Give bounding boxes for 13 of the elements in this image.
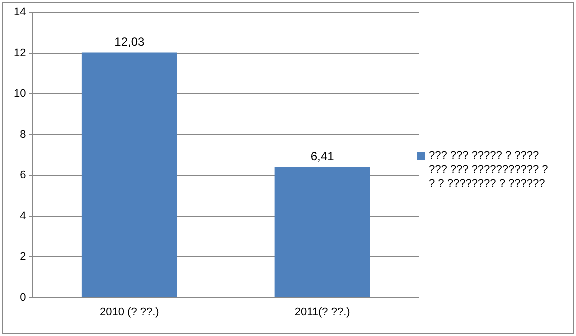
x-tick-label: 2011(? ??.) bbox=[294, 306, 350, 318]
y-tick-label: 6 bbox=[20, 170, 26, 182]
y-tick-label: 14 bbox=[14, 6, 26, 19]
text: 12,03 bbox=[114, 35, 145, 50]
y-tick-label: 8 bbox=[20, 128, 26, 141]
y-tick-label: 2 bbox=[20, 251, 26, 264]
legend-label: ??? ??? ????? ? ???? ??? ??? ??????????? ? ? ? ???????? ? ?????? bbox=[429, 149, 550, 191]
x-tick-label: 2010 (? ??.) bbox=[100, 306, 160, 318]
y-tick-label: 10 bbox=[14, 88, 26, 100]
y-tick-label: 0 bbox=[20, 292, 26, 304]
text: 6,41 bbox=[310, 150, 334, 164]
y-tick-label: 12 bbox=[14, 47, 26, 60]
y-tick-label: 4 bbox=[20, 210, 26, 222]
